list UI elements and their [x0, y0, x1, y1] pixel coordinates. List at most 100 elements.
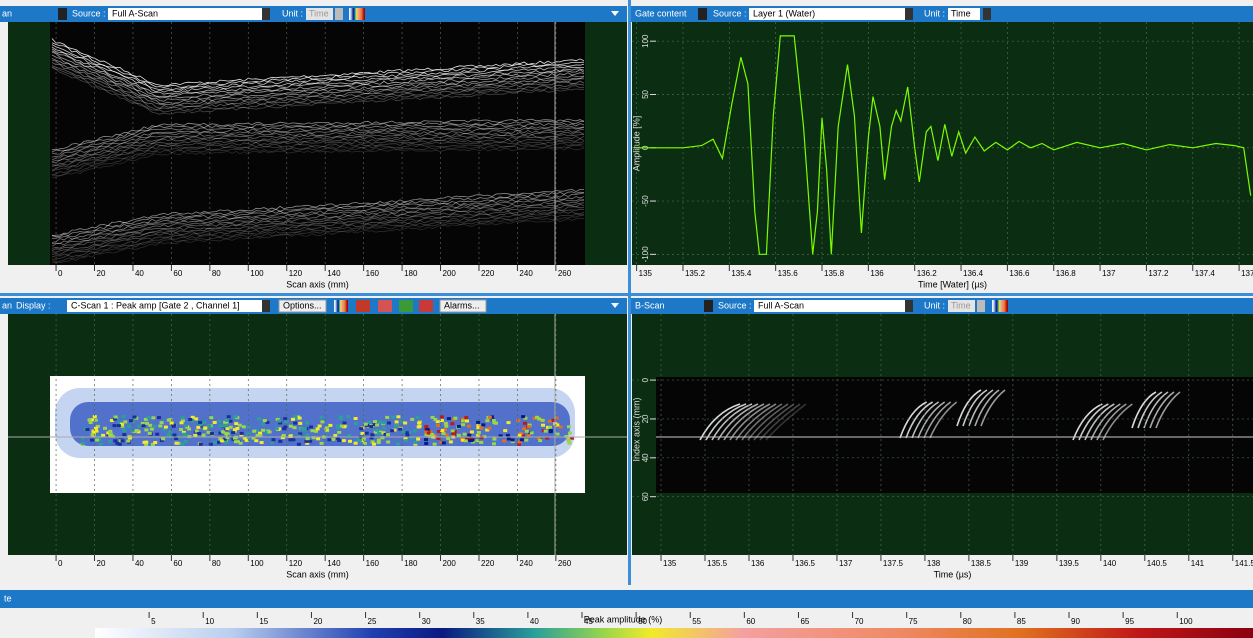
dropdown-arrow[interactable] [262, 300, 270, 312]
cscan-pixel [359, 427, 363, 430]
cscan-pixel [196, 426, 200, 429]
status-bar [0, 590, 1253, 608]
palette-icon[interactable] [334, 300, 348, 312]
cscan-pixel [234, 422, 238, 425]
splitter[interactable] [628, 0, 631, 585]
x-tick-label: 220 [481, 269, 495, 278]
cscan-pixel [153, 425, 157, 428]
x-tick-label: 135.2 [685, 269, 706, 278]
cscan-pixel [90, 439, 94, 442]
cscan-pixel [303, 427, 307, 430]
cscan-pixel [108, 440, 112, 443]
source: Layer 1 (Water) [753, 8, 815, 18]
dropdown-arrow[interactable] [977, 300, 985, 312]
x-tick-label: 200 [443, 269, 457, 278]
dropdown-arrow[interactable] [335, 8, 343, 20]
cscan-pixel [231, 431, 235, 434]
x-tick-label: 137.5 [883, 559, 904, 568]
cscan-pixel [182, 433, 186, 436]
cscan-pixel [365, 432, 369, 435]
x-tick-label: 136.2 [917, 269, 938, 278]
label: Source : [718, 300, 752, 310]
dropdown[interactable] [698, 8, 707, 20]
cscan-pixel [403, 422, 407, 425]
dropdown-arrow[interactable] [983, 8, 991, 20]
x-tick-label: 135 [663, 559, 677, 568]
cscan-pixel [207, 431, 211, 434]
unit: Time [951, 300, 971, 310]
cscan-pixel [503, 429, 507, 432]
cscan-pixel [488, 416, 492, 419]
x-tick-label: 120 [289, 559, 303, 568]
cscan-pixel [346, 415, 350, 418]
x-tick-label: 80 [963, 617, 972, 626]
cscan-pixel [464, 416, 468, 419]
splitter[interactable] [0, 293, 1253, 296]
x-tick-label: 30 [422, 617, 431, 626]
cscan-pixel [233, 428, 237, 431]
dropdown[interactable] [704, 300, 713, 312]
tool-icon[interactable] [356, 300, 370, 312]
x-tick-label: 140 [1103, 559, 1117, 568]
x-tick-label: 60 [746, 617, 755, 626]
cscan-pixel [103, 427, 107, 430]
cscan-pixel [325, 426, 329, 429]
cscan-pixel [308, 440, 312, 443]
dropdown-arrow[interactable] [262, 8, 270, 20]
cscan-pixel [179, 428, 183, 431]
cscan-pixel [404, 439, 408, 442]
cscan-pixel [348, 440, 352, 443]
cscan-pixel [291, 418, 295, 421]
unit: Time [951, 8, 971, 18]
cscan-pixel [436, 424, 440, 427]
cscan-pixel [147, 416, 151, 419]
cscan-pixel [144, 441, 148, 444]
x-tick-label: 20 [97, 269, 106, 278]
cscan-pixel [538, 439, 542, 442]
x-tick-label: 141.5 [1235, 559, 1253, 568]
cscan-pixel [382, 421, 386, 424]
cscan-pixel [463, 433, 467, 436]
x-tick-label: 140.5 [1147, 559, 1168, 568]
cscan-pixel [227, 415, 231, 418]
panel-title: an [2, 8, 12, 18]
cscan-pixel [431, 416, 435, 419]
cscan-pixel [199, 443, 203, 446]
tool-icon[interactable] [419, 300, 433, 312]
x-tick-label: 60 [173, 269, 182, 278]
cscan-pixel [175, 442, 179, 445]
cscan-pixel [294, 415, 298, 418]
y-tick-label: -50 [641, 195, 650, 207]
x-axis-label: Time [Water] (µs) [918, 279, 987, 289]
x-axis-label: Peak amplitude (%) [584, 614, 663, 624]
cscan-pixel [368, 421, 372, 424]
cscan-pixel [518, 434, 522, 437]
cscan-pixel [220, 439, 224, 442]
dropdown-arrow[interactable] [905, 8, 913, 20]
x-tick-label: 137 [1102, 269, 1116, 278]
dropdown[interactable] [58, 8, 67, 20]
cscan-pixel [194, 417, 198, 420]
x-tick-label: 135.6 [778, 269, 799, 278]
cscan-pixel [129, 419, 133, 422]
tool-icon[interactable] [378, 300, 392, 312]
x-tick-label: 136.6 [1009, 269, 1030, 278]
cscan-pixel [414, 441, 418, 444]
cscan-pixel [222, 425, 226, 428]
cscan-pixels [55, 388, 575, 458]
dropdown-arrow[interactable] [905, 300, 913, 312]
cscan-pixel [461, 419, 465, 422]
tool-icon[interactable] [399, 300, 413, 312]
axis-strip [0, 314, 8, 555]
cscan-pixel [417, 421, 421, 424]
cscan-pixel [298, 422, 302, 425]
cscan-pixel [328, 424, 332, 427]
cscan-pixel [493, 421, 497, 424]
palette-icon[interactable] [992, 300, 1008, 312]
x-tick-label: 60 [173, 559, 182, 568]
x-tick-label: 160 [366, 559, 380, 568]
y-tick-label: 60 [641, 492, 650, 501]
x-tick-label: 136.8 [1056, 269, 1077, 278]
palette-icon[interactable] [349, 8, 365, 20]
alarms: Alarms... [444, 300, 480, 310]
